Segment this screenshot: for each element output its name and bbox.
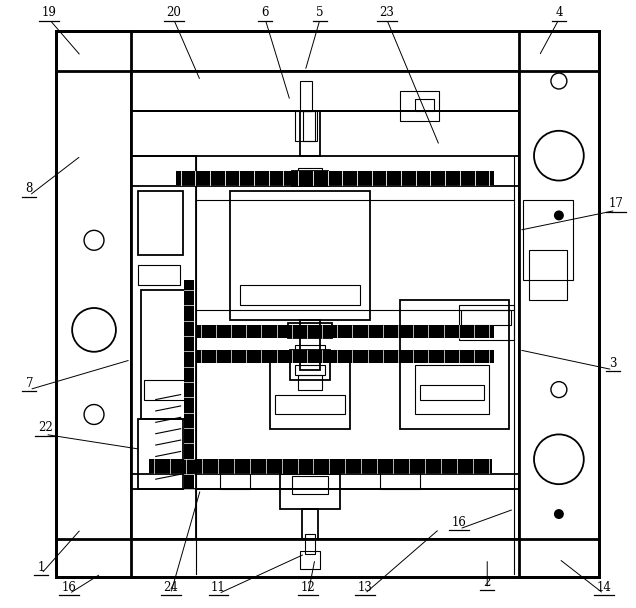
Bar xyxy=(131,156,195,539)
Text: 11: 11 xyxy=(211,581,226,593)
Bar xyxy=(221,469,251,489)
Bar xyxy=(288,323,332,338)
Circle shape xyxy=(554,509,564,519)
Bar xyxy=(131,111,519,539)
Text: 22: 22 xyxy=(38,421,53,434)
Bar xyxy=(298,375,322,390)
Text: 12: 12 xyxy=(301,581,315,593)
Bar xyxy=(295,365,325,375)
Bar xyxy=(131,71,519,111)
Bar xyxy=(303,111,317,140)
Text: 16: 16 xyxy=(62,581,76,593)
Text: 14: 14 xyxy=(597,581,611,593)
Bar xyxy=(149,459,492,473)
Text: 2: 2 xyxy=(483,576,491,589)
Bar xyxy=(292,171,328,185)
Text: 4: 4 xyxy=(555,6,563,19)
Bar xyxy=(300,111,320,156)
Bar xyxy=(295,345,325,354)
Bar xyxy=(280,474,340,509)
Bar xyxy=(300,81,312,111)
Bar xyxy=(523,201,573,280)
Bar xyxy=(399,91,439,121)
Text: 3: 3 xyxy=(609,357,616,370)
Bar xyxy=(270,360,350,429)
Text: 17: 17 xyxy=(608,198,623,210)
Text: 20: 20 xyxy=(166,6,181,19)
Bar xyxy=(519,31,598,577)
Bar xyxy=(380,469,420,489)
Text: 24: 24 xyxy=(163,581,178,593)
Bar xyxy=(298,168,322,176)
Bar xyxy=(138,265,179,285)
Bar xyxy=(302,509,318,539)
Bar xyxy=(305,534,315,554)
Bar xyxy=(295,111,315,140)
Bar xyxy=(195,325,494,338)
Bar xyxy=(195,350,494,363)
Bar xyxy=(415,365,489,415)
Bar xyxy=(138,190,183,255)
Bar xyxy=(240,285,360,305)
Text: 8: 8 xyxy=(25,182,33,196)
Bar xyxy=(292,476,328,494)
Bar xyxy=(56,31,598,577)
Bar xyxy=(415,99,434,111)
Bar xyxy=(290,350,330,379)
Text: 5: 5 xyxy=(316,6,324,19)
Bar xyxy=(56,31,598,71)
Text: 16: 16 xyxy=(452,516,467,529)
Bar xyxy=(184,280,193,489)
Bar xyxy=(230,190,370,320)
Bar xyxy=(420,385,484,399)
Bar xyxy=(56,31,131,577)
Bar xyxy=(399,300,509,429)
Bar xyxy=(459,305,514,340)
Bar xyxy=(529,250,567,300)
Bar xyxy=(141,290,191,420)
Text: 23: 23 xyxy=(379,6,394,19)
Bar xyxy=(275,395,345,415)
Bar xyxy=(461,310,511,325)
Bar xyxy=(144,379,188,399)
Text: 13: 13 xyxy=(357,581,372,593)
Text: 6: 6 xyxy=(261,6,269,19)
Text: 1: 1 xyxy=(38,561,45,574)
Circle shape xyxy=(554,210,564,220)
Text: 7: 7 xyxy=(25,376,33,390)
Bar xyxy=(176,171,494,185)
Bar xyxy=(56,539,598,577)
Bar xyxy=(300,320,320,370)
Text: 19: 19 xyxy=(42,6,57,19)
Bar xyxy=(138,420,183,489)
Bar xyxy=(300,551,320,569)
